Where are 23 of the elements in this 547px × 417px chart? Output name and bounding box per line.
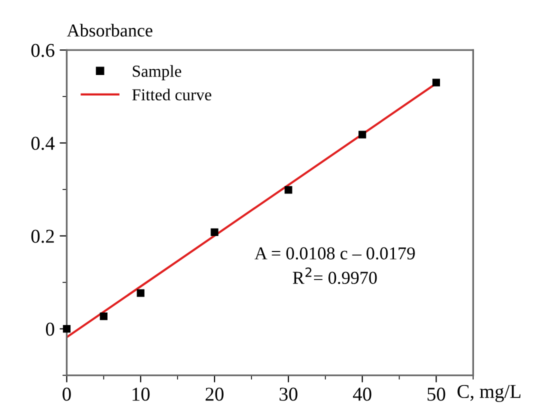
annotation: R$^{2}$= 0.9970 xyxy=(292,267,377,284)
point xyxy=(358,130,366,138)
y-tick-label: 0.6 xyxy=(31,44,54,58)
point xyxy=(100,312,108,320)
y-tick-label: 0.4 xyxy=(31,136,55,150)
point xyxy=(432,78,440,86)
x-axis-title: C, mg/L xyxy=(458,384,520,402)
x-tick-label: 10 xyxy=(132,388,150,401)
point xyxy=(136,289,144,297)
point xyxy=(62,325,71,333)
y-tick-label: 0 xyxy=(46,322,54,336)
x-tick-label: 30 xyxy=(280,388,298,401)
annotation: A = 0.0108 c – 0.0179 xyxy=(254,247,415,260)
point xyxy=(210,228,218,236)
point xyxy=(284,186,292,194)
y-tick-label: 0.2 xyxy=(31,230,54,243)
x-tick-label: 0 xyxy=(62,388,71,401)
x-tick-label: 50 xyxy=(428,388,446,401)
legend-label: Sample xyxy=(132,65,182,80)
legend-label: Fitted curve xyxy=(132,88,212,100)
x-tick-label: 40 xyxy=(352,388,372,401)
y-axis-title: Absorbance xyxy=(66,24,152,37)
x-tick-label: 20 xyxy=(206,388,224,401)
